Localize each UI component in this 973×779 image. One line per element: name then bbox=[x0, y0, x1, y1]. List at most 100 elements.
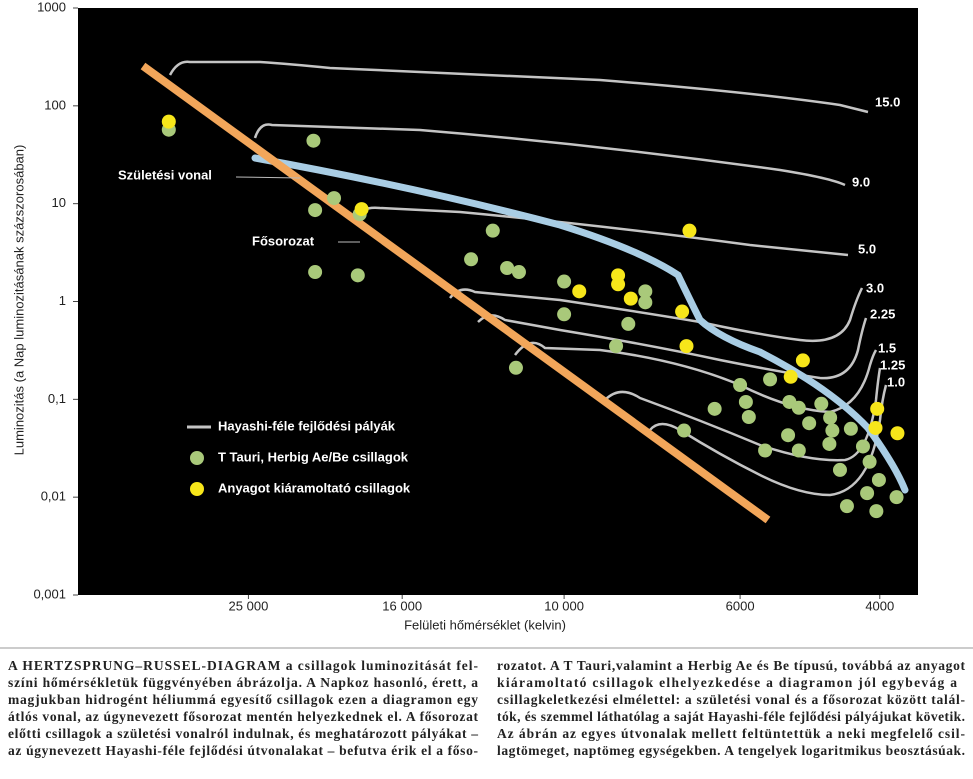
track-label: 15.0 bbox=[875, 94, 900, 109]
star-point bbox=[675, 304, 690, 319]
caption-line: A HERTZSPRUNG–RUSSEL-DIAGRAM a csillagok… bbox=[8, 658, 478, 673]
caption-line: átlós vonal, az úgynevezett fősorozat me… bbox=[8, 709, 478, 724]
caption-line: lagtömeget, naptömeg egységekben. A teng… bbox=[497, 743, 965, 758]
track-label: 1.0 bbox=[887, 374, 905, 389]
y-axis-label: Luminozitás (a Nap luminozitásának százs… bbox=[11, 145, 26, 456]
star-point bbox=[485, 223, 500, 238]
plot-area bbox=[78, 8, 918, 595]
star-point bbox=[621, 316, 636, 331]
star-point bbox=[623, 291, 638, 306]
star-point bbox=[464, 252, 479, 267]
star-point bbox=[843, 421, 858, 436]
main-sequence bbox=[140, 62, 771, 524]
star-point bbox=[860, 486, 875, 501]
annotation: Fősorozat bbox=[252, 233, 315, 248]
star-point bbox=[823, 410, 838, 425]
star-point bbox=[802, 416, 817, 431]
star-point bbox=[839, 499, 854, 514]
star-point bbox=[825, 423, 840, 438]
star-point bbox=[677, 423, 692, 438]
star-point bbox=[161, 114, 176, 129]
star-point bbox=[733, 378, 748, 393]
y-tick-label: 100 bbox=[44, 97, 66, 112]
star-point bbox=[679, 339, 694, 354]
track-label: 3.0 bbox=[866, 280, 884, 295]
star-point bbox=[783, 369, 798, 384]
caption-line: kiáramoltató csillagok elhelyezkedése a … bbox=[497, 675, 957, 690]
caption-line: magjukban hidrogént héliummá egyesítő cs… bbox=[8, 692, 478, 707]
star-point bbox=[308, 265, 323, 280]
caption-line: színi hőmérsékletük függvényében ábrázol… bbox=[8, 675, 478, 690]
star-point bbox=[511, 265, 526, 280]
caption-line: az úgynevezett Hayashi-féle fejlődési út… bbox=[8, 743, 478, 758]
caption-line: Az ábrán az egyes útvonalak mellett felt… bbox=[497, 726, 965, 741]
hayashi-tracks bbox=[168, 60, 888, 497]
track-label: 2.25 bbox=[870, 306, 895, 321]
star-point bbox=[869, 504, 884, 519]
x-tick-label: 16 000 bbox=[382, 598, 422, 613]
star-point bbox=[741, 409, 756, 424]
caption-line: előtti csillagok a születési vonalról in… bbox=[8, 726, 478, 741]
star-point bbox=[500, 260, 515, 275]
caption-line: tók, és szemmel láthatólag a saját Hayas… bbox=[497, 709, 965, 724]
x-tick-label: 4000 bbox=[865, 598, 894, 613]
star-point bbox=[557, 274, 572, 289]
star-point bbox=[327, 191, 342, 206]
track-label: 1.5 bbox=[878, 340, 896, 355]
star-point bbox=[508, 360, 523, 375]
star-point bbox=[791, 443, 806, 458]
star-point bbox=[791, 400, 806, 415]
y-tick-label: 0,01 bbox=[41, 489, 66, 504]
star-point bbox=[890, 426, 905, 441]
x-tick-label: 25 000 bbox=[229, 598, 269, 613]
star-point bbox=[638, 295, 653, 310]
legend-label: Anyagot kiáramoltató csillagok bbox=[218, 480, 411, 495]
star-point bbox=[781, 428, 796, 443]
y-tick-label: 10 bbox=[52, 195, 66, 210]
star-point bbox=[707, 401, 722, 416]
y-tick-label: 0,1 bbox=[48, 391, 66, 406]
star-point bbox=[855, 439, 870, 454]
y-tick-label: 1000 bbox=[37, 0, 66, 14]
star-point bbox=[609, 339, 624, 354]
track-label: 1.25 bbox=[880, 357, 905, 372]
star-point bbox=[822, 436, 837, 451]
star-point bbox=[795, 353, 810, 368]
legend-swatch bbox=[190, 482, 204, 496]
x-tick-label: 6000 bbox=[726, 598, 755, 613]
star-point bbox=[758, 443, 773, 458]
star-point bbox=[868, 420, 883, 435]
legend-label: T Tauri, Herbig Ae/Be csillagok bbox=[218, 449, 409, 464]
caption-line: rozatot. A T Tauri,valamint a Herbig Ae … bbox=[497, 658, 966, 673]
star-point bbox=[611, 277, 626, 292]
star-point bbox=[572, 284, 587, 299]
legend-label: Hayashi-féle fejlődési pályák bbox=[218, 418, 396, 433]
caption-line: csillagkeletkezési elmélettel: a születé… bbox=[497, 692, 965, 707]
star-point bbox=[308, 203, 323, 218]
star-point bbox=[350, 268, 365, 283]
track-label: 5.0 bbox=[858, 241, 876, 256]
star-point bbox=[832, 462, 847, 477]
star-point bbox=[557, 307, 572, 322]
birth-line bbox=[251, 154, 909, 494]
star-point bbox=[354, 202, 369, 217]
y-tick-label: 1 bbox=[59, 293, 66, 308]
star-point bbox=[738, 394, 753, 409]
star-point bbox=[306, 133, 321, 148]
y-tick-label: 0,001 bbox=[33, 586, 66, 601]
star-point bbox=[871, 472, 886, 487]
x-tick-label: 10 000 bbox=[544, 598, 584, 613]
annotation-leader bbox=[235, 176, 301, 179]
star-point bbox=[889, 490, 904, 505]
annotation: Születési vonal bbox=[118, 167, 212, 182]
legend-swatch bbox=[190, 451, 204, 465]
star-point bbox=[682, 223, 697, 238]
star-point bbox=[814, 396, 829, 411]
star-point bbox=[763, 372, 778, 387]
star-point bbox=[862, 454, 877, 469]
x-axis-label: Felületi hőmérséklet (kelvin) bbox=[404, 617, 566, 632]
track-label: 9.0 bbox=[852, 174, 870, 189]
star-point bbox=[638, 284, 653, 299]
star-point bbox=[870, 401, 885, 416]
